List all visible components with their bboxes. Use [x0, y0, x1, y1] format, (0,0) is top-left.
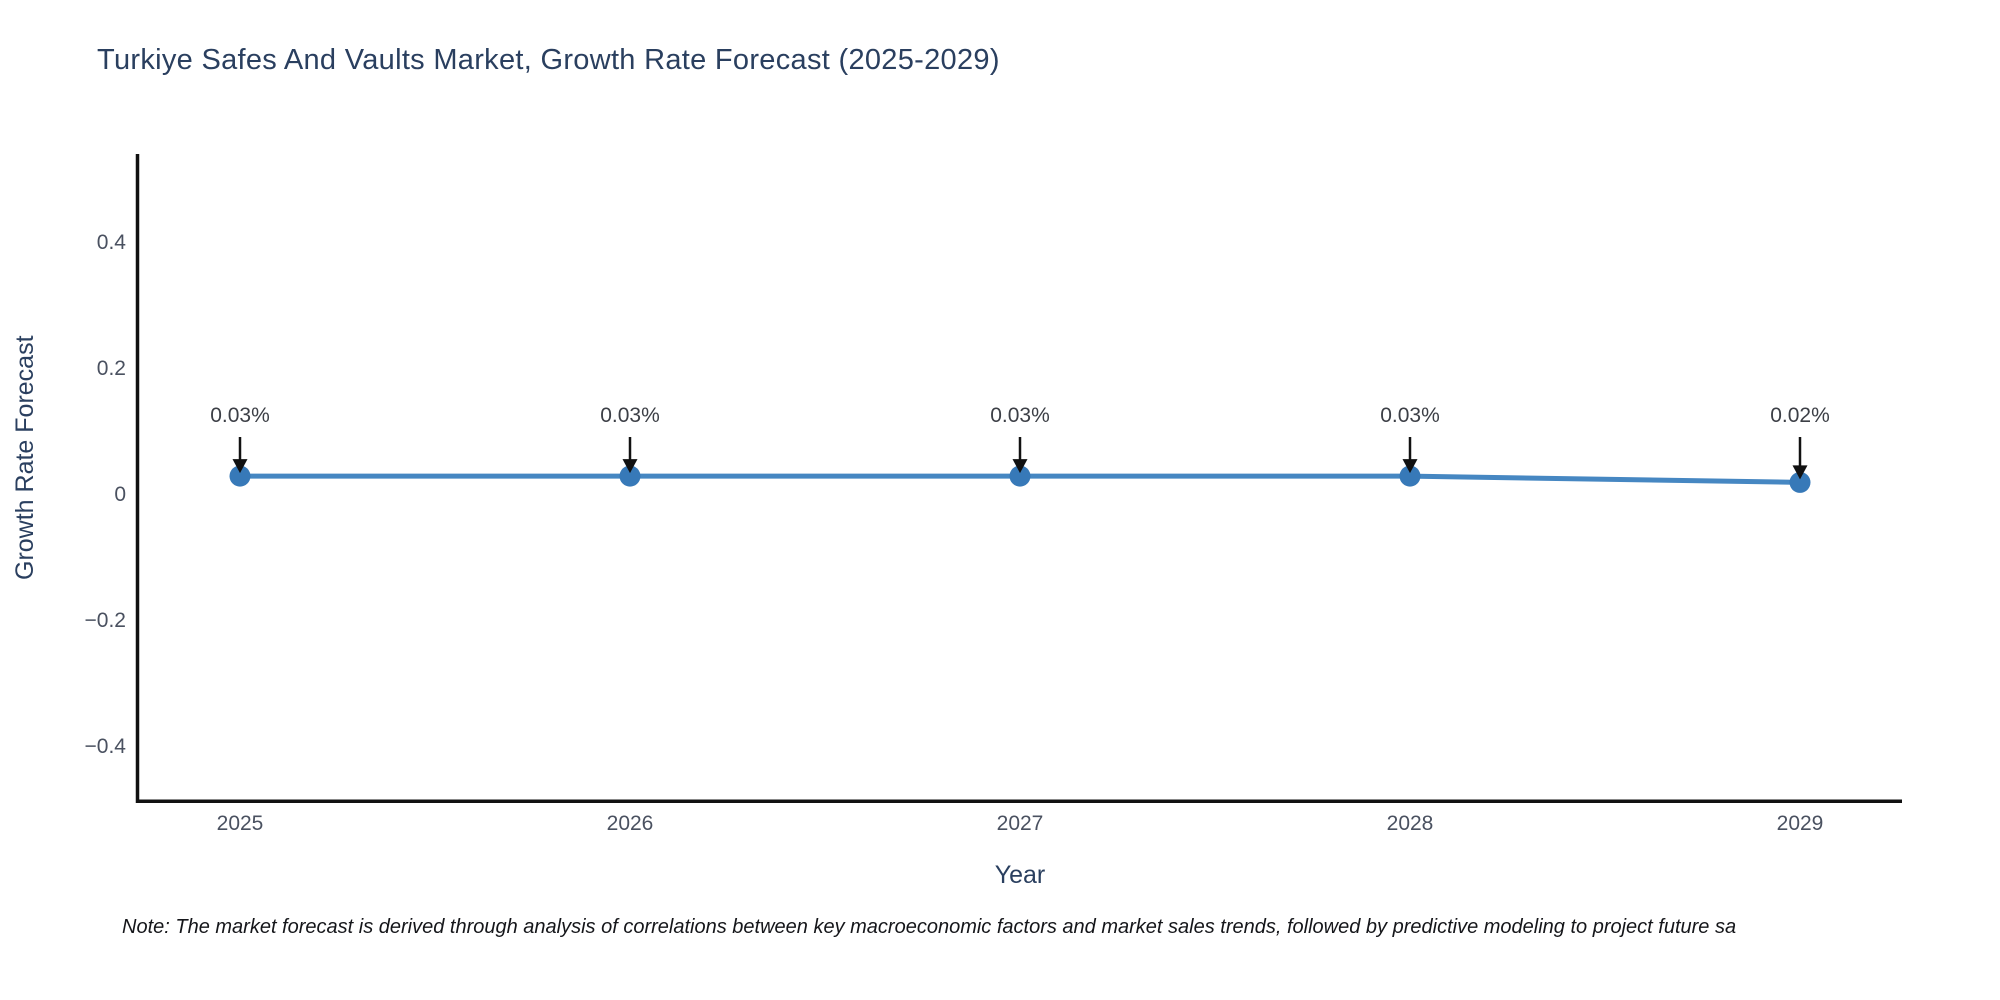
data-point-marker	[1399, 465, 1421, 487]
footnote: Note: The market forecast is derived thr…	[122, 916, 1737, 938]
data-point-marker	[229, 465, 251, 487]
data-point-label: 0.03%	[210, 404, 270, 427]
x-axis-title: Year	[994, 861, 1046, 889]
annotation-arrow-head	[622, 459, 638, 474]
x-tick-label: 2028	[1386, 812, 1434, 835]
data-point-label: 0.03%	[990, 404, 1050, 427]
y-tick-label: −0.2	[84, 609, 126, 632]
annotation-arrow-head	[232, 459, 248, 474]
annotation-arrow-head	[1792, 465, 1808, 480]
annotation-arrow-head	[1402, 459, 1418, 474]
y-tick-label: −0.4	[84, 735, 126, 758]
y-tick-label: 0	[114, 483, 126, 506]
data-point-label: 0.03%	[1380, 404, 1440, 427]
data-point-marker	[1009, 465, 1031, 487]
x-tick-label: 2029	[1776, 812, 1824, 835]
data-point-marker	[619, 465, 641, 487]
data-point-marker	[1789, 471, 1811, 493]
annotation-arrow-head	[1012, 459, 1028, 474]
y-tick-label: 0.2	[96, 357, 126, 380]
data-point-label: 0.03%	[600, 404, 660, 427]
x-tick-label: 2025	[216, 812, 264, 835]
chart-title: Turkiye Safes And Vaults Market, Growth …	[97, 44, 1000, 76]
x-tick-label: 2027	[996, 812, 1044, 835]
x-tick-label: 2026	[606, 812, 654, 835]
data-point-label: 0.02%	[1770, 404, 1830, 427]
y-tick-label: 0.4	[96, 231, 126, 254]
